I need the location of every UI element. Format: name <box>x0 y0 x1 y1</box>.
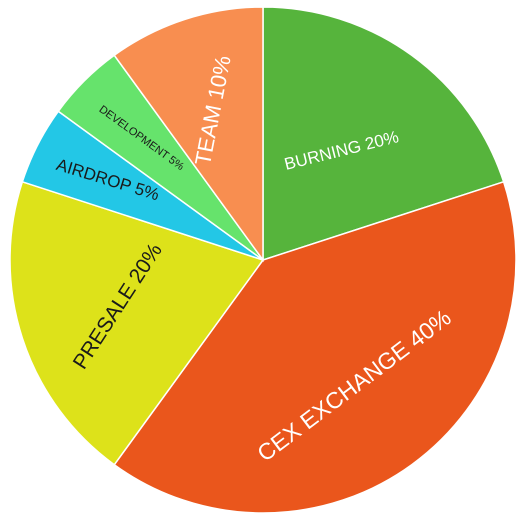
pie-slices <box>9 6 517 514</box>
slice-team <box>113 6 264 263</box>
slice-burning <box>262 6 505 262</box>
slice-cex-exchange <box>113 180 517 514</box>
slice-presale <box>9 180 265 466</box>
